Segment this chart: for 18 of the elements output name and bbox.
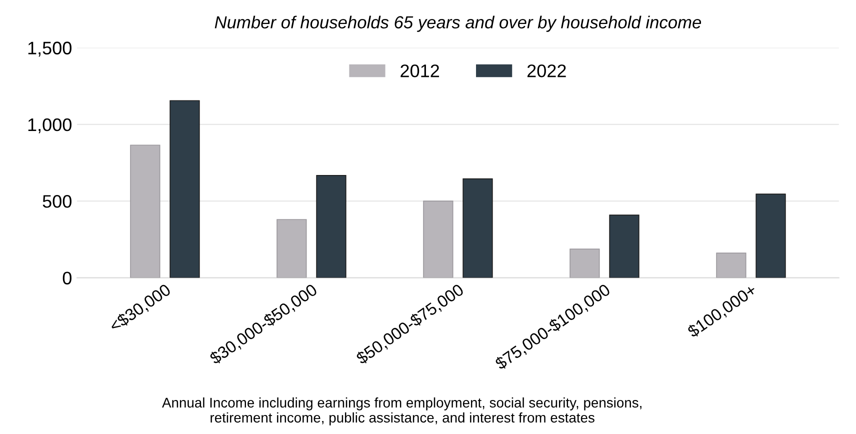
legend-label: 2022 <box>527 64 566 78</box>
bar <box>716 252 746 278</box>
bar <box>316 175 346 278</box>
text: Annual Income including earnings from employment, social security, pensions, retirement income, public assistance, and interest from estates <box>162 397 642 426</box>
bar <box>276 219 307 278</box>
bar <box>423 200 454 278</box>
bar <box>170 100 200 278</box>
bar <box>462 178 493 278</box>
bar <box>570 248 600 278</box>
y-tick-label: 0 <box>62 272 72 284</box>
y-tick-label: 1,500 <box>28 42 72 57</box>
bar <box>130 144 160 278</box>
chart-title: Number of households 65 years and over by household income <box>214 16 702 32</box>
bar <box>609 214 640 278</box>
y-tick-label: 500 <box>42 195 72 208</box>
legend-label: 2012 <box>400 64 439 78</box>
bar <box>756 194 786 278</box>
y-tick-label: 1,000 <box>28 118 72 134</box>
